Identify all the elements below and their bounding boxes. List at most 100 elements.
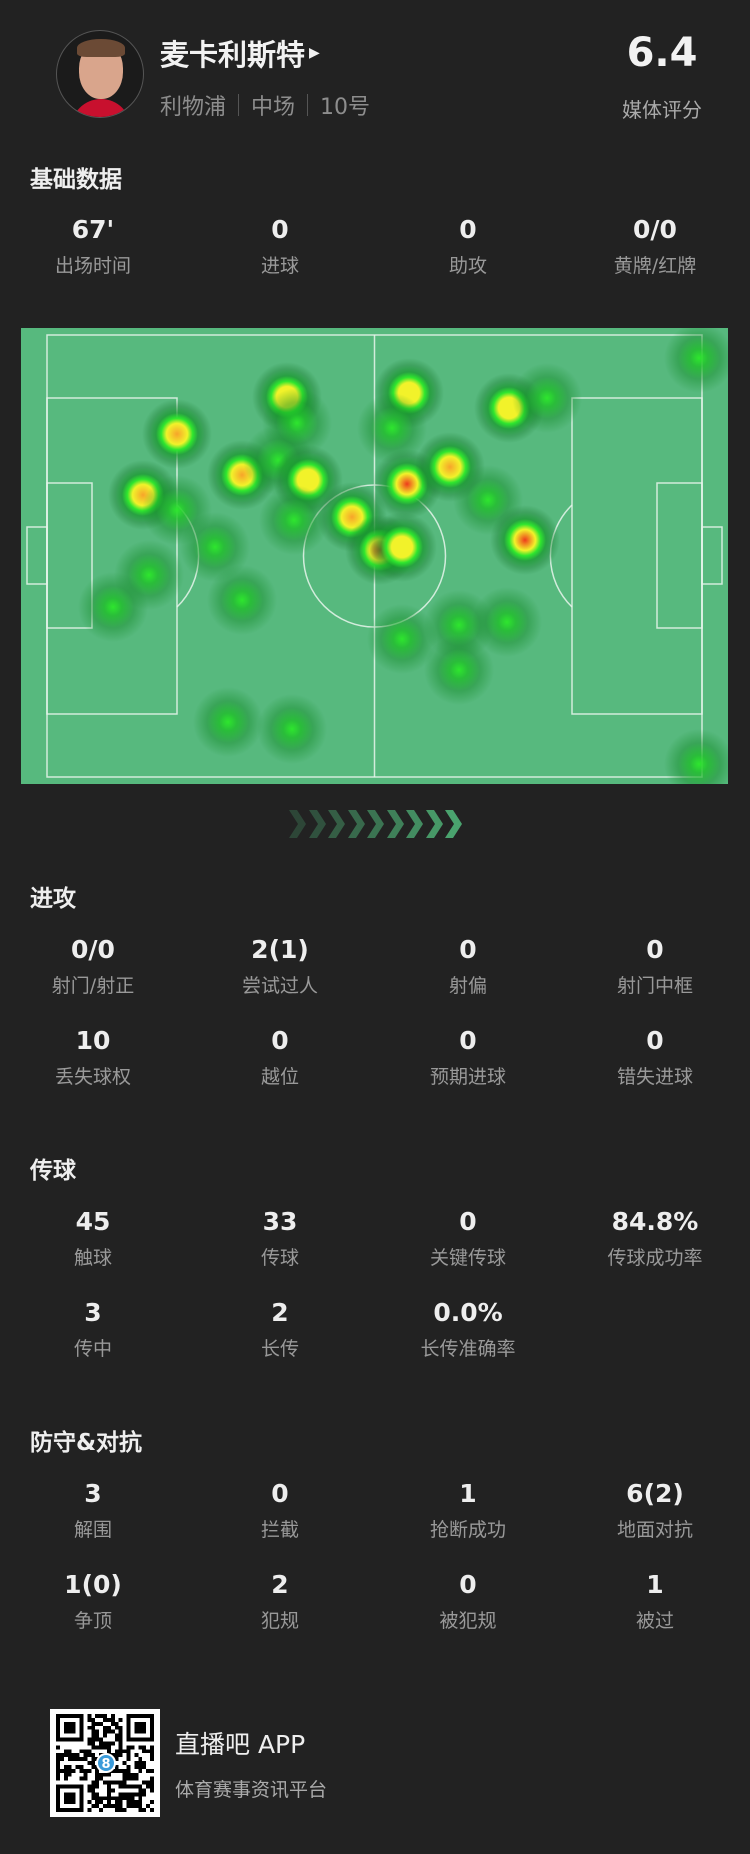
stat-label: 犯规 <box>260 1610 299 1632</box>
stat-defense: 2 犯规 <box>190 1570 370 1633</box>
stat-label: 长传准确率 <box>420 1338 516 1360</box>
chevron-right-icon <box>328 810 345 838</box>
stat-passing: 84.8% 传球成功率 <box>565 1207 745 1270</box>
stat-value: 2(1) <box>251 935 309 964</box>
heat-spot <box>77 571 148 642</box>
chevron-right-icon <box>367 810 384 838</box>
stat-passing: 3 传中 <box>3 1298 183 1361</box>
stat-label: 触球 <box>73 1247 112 1269</box>
stat-value: 0 <box>459 1026 477 1055</box>
stat-defense: 6(2) 地面对抗 <box>565 1479 745 1542</box>
stat-label: 拦截 <box>260 1519 299 1541</box>
stat-value: 0 <box>459 1207 477 1236</box>
stat-value: 1 <box>459 1479 477 1508</box>
stat-value: 45 <box>75 1207 111 1236</box>
chevron-right-icon <box>308 810 326 838</box>
stat-passing: 33 传球 <box>190 1207 370 1270</box>
stat-value: 67' <box>71 215 115 244</box>
stat-attack: 0 射门中框 <box>565 935 745 998</box>
stat-label: 助攻 <box>448 255 487 277</box>
stat-passing: 45 触球 <box>3 1207 183 1270</box>
shirt-number: 10号 <box>320 95 371 120</box>
stat-value: 3 <box>84 1298 102 1327</box>
pitch-lines <box>26 328 728 784</box>
stat-basic: 0 进球 <box>190 215 370 278</box>
stat-value: 1 <box>646 1570 664 1599</box>
stat-label: 长传 <box>260 1338 299 1360</box>
stat-label: 丢失球权 <box>54 1066 131 1088</box>
stat-label: 争顶 <box>73 1610 112 1632</box>
stat-value: 6(2) <box>626 1479 684 1508</box>
stat-defense: 1 抢断成功 <box>378 1479 558 1542</box>
stat-value: 3 <box>84 1479 102 1508</box>
player-name-link[interactable]: 麦卡利斯特 ▶ <box>160 32 320 74</box>
player-name: 麦卡利斯特 <box>160 38 306 72</box>
stat-defense: 1 被过 <box>565 1570 745 1633</box>
heat-spot <box>512 363 583 434</box>
heat-spot <box>193 686 264 757</box>
stat-value: 0 <box>271 1026 289 1055</box>
chevron-right-icon <box>445 810 462 838</box>
stat-label: 预期进球 <box>429 1066 506 1088</box>
stat-label: 越位 <box>260 1066 299 1088</box>
stat-basic: 0/0 黄牌/红牌 <box>565 215 745 278</box>
player-avatar[interactable] <box>56 30 144 118</box>
chevron-right-icon <box>347 810 365 838</box>
stat-label: 黄牌/红牌 <box>613 255 697 277</box>
stat-attack: 0 预期进球 <box>378 1026 558 1089</box>
stat-value: 0/0 <box>71 935 115 964</box>
stat-value: 2 <box>271 1570 289 1599</box>
stat-label: 射偏 <box>448 975 487 997</box>
stat-attack: 2(1) 尝试过人 <box>190 935 370 998</box>
stat-label: 被犯规 <box>439 1610 497 1632</box>
divider <box>307 94 309 116</box>
stat-value: 0.0% <box>433 1298 503 1327</box>
stat-defense: 0 拦截 <box>190 1479 370 1542</box>
heat-spot <box>664 728 728 784</box>
avatar-hair <box>77 39 125 57</box>
section-title-passing: 传球 <box>30 1158 76 1184</box>
avatar-shirt <box>71 99 131 117</box>
rating-label: 媒体评分 <box>622 98 702 122</box>
heat-spot <box>206 565 277 636</box>
chevron-right-icon <box>289 810 306 838</box>
stat-value: 33 <box>262 1207 298 1236</box>
stat-label: 被过 <box>635 1610 674 1632</box>
team: 利物浦 <box>160 95 227 120</box>
stat-value: 2 <box>271 1298 289 1327</box>
stat-label: 传球成功率 <box>607 1247 703 1269</box>
position: 中场 <box>251 95 296 120</box>
stat-label: 解围 <box>73 1519 112 1541</box>
heat-spot <box>367 511 437 582</box>
chevron-right-icon <box>425 810 443 838</box>
stat-label: 传中 <box>73 1338 112 1360</box>
heatmap-pitch <box>21 328 728 784</box>
heat-spot <box>142 398 213 469</box>
chevron-right-icon <box>386 810 404 838</box>
stat-label: 传球 <box>260 1247 299 1269</box>
chevron-right-icon <box>406 810 423 838</box>
stat-label: 尝试过人 <box>241 975 318 997</box>
stat-value: 0 <box>459 215 477 244</box>
stat-defense: 3 解围 <box>3 1479 183 1542</box>
stat-label: 地面对抗 <box>616 1519 693 1541</box>
stat-label: 错失进球 <box>616 1066 693 1088</box>
divider <box>238 94 240 116</box>
stat-value: 0 <box>459 935 477 964</box>
stat-defense: 1(0) 争顶 <box>3 1570 183 1633</box>
stat-passing: 0 关键传球 <box>378 1207 558 1270</box>
stat-value: 0 <box>459 1570 477 1599</box>
stat-basic: 0 助攻 <box>378 215 558 278</box>
stat-value: 1(0) <box>64 1570 122 1599</box>
section-title-defense: 防守&对抗 <box>30 1430 143 1456</box>
stat-attack: 0/0 射门/射正 <box>3 935 183 998</box>
qr-code: 8 <box>50 1709 160 1817</box>
rating-value: 6.4 <box>626 30 698 76</box>
stat-value: 0/0 <box>633 215 677 244</box>
stat-label: 出场时间 <box>54 255 131 277</box>
heat-spot <box>664 328 728 394</box>
stat-label: 射门/射正 <box>51 975 135 997</box>
heat-spot <box>423 635 494 706</box>
stat-value: 0 <box>646 1026 664 1055</box>
section-title-basic: 基础数据 <box>30 167 122 193</box>
